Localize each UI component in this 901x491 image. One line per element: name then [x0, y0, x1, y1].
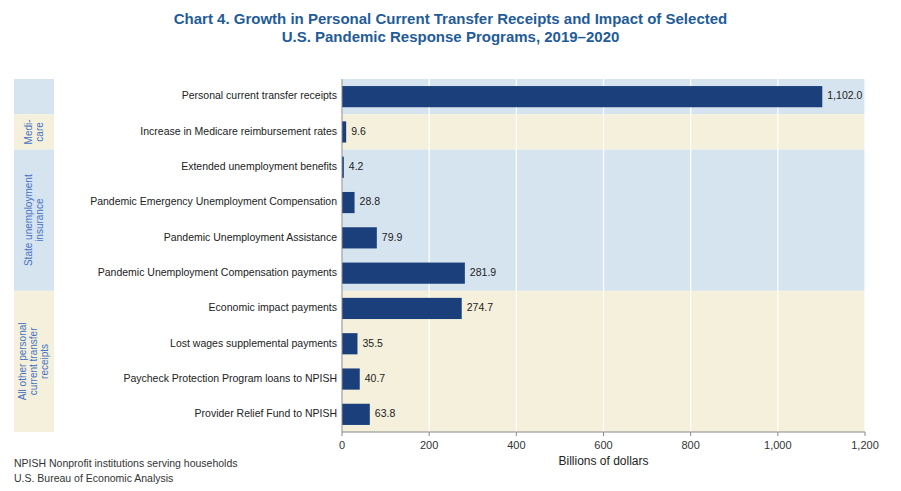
section-label: State unemploymentinsurance — [22, 174, 44, 266]
tick-mark — [342, 432, 343, 436]
category-label: Economic impact payments — [209, 301, 337, 313]
data-label: 79.9 — [382, 231, 403, 243]
bar — [342, 192, 355, 213]
bar — [342, 227, 377, 248]
section-label: All other personalcurrent transferreceip… — [17, 322, 50, 400]
data-label: 4.2 — [349, 160, 364, 172]
tick-label: 200 — [420, 439, 438, 451]
data-label: 35.5 — [362, 337, 383, 349]
category-label: Pandemic Unemployment Compensation payme… — [98, 266, 337, 278]
footnote: U.S. Bureau of Economic Analysis — [14, 472, 173, 484]
data-label: 40.7 — [365, 372, 386, 384]
bars — [342, 86, 822, 425]
tick-mark — [429, 432, 430, 436]
tick-label: 800 — [681, 439, 699, 451]
x-axis-line — [342, 432, 865, 433]
section-strip — [14, 114, 54, 149]
grid-line — [690, 79, 691, 432]
bar — [342, 404, 370, 425]
section-backgrounds — [14, 79, 865, 432]
category-label: Increase in Medicare reimbursement rates — [140, 125, 337, 137]
category-label: Lost wages supplemental payments — [170, 337, 337, 349]
data-label: 28.8 — [360, 195, 381, 207]
bar — [342, 333, 357, 354]
footnote: NPISH Nonprofit institutions serving hou… — [14, 457, 238, 469]
data-label: 63.8 — [375, 407, 396, 419]
category-label: Pandemic Unemployment Assistance — [164, 231, 337, 243]
tick-label: 0 — [339, 439, 345, 451]
x-axis-label: Billions of dollars — [558, 454, 648, 468]
section-strip — [14, 79, 54, 114]
bar — [342, 298, 462, 319]
chart: Chart 4. Growth in Personal Current Tran… — [0, 0, 901, 491]
tick-label: 1,000 — [764, 439, 792, 451]
tick-mark — [603, 432, 604, 436]
grid-line — [516, 79, 517, 432]
category-label: Extended unemployment benefits — [181, 160, 337, 172]
tick-mark — [865, 432, 866, 436]
bar — [342, 121, 346, 142]
zero-line — [342, 79, 343, 432]
title: Chart 4. Growth in Personal Current Tran… — [174, 10, 727, 45]
grid-line — [603, 79, 604, 432]
tick-mark — [777, 432, 778, 436]
grid-line — [777, 79, 778, 432]
section-strip — [14, 150, 54, 291]
data-label: 1,102.0 — [827, 89, 862, 101]
grid — [342, 79, 865, 432]
bar — [342, 263, 465, 284]
tick-label: 600 — [594, 439, 612, 451]
section-strip — [14, 291, 54, 432]
grid-line — [429, 79, 430, 432]
category-label: Personal current transfer receipts — [182, 89, 337, 101]
category-label: Pandemic Emergency Unemployment Compensa… — [90, 195, 337, 207]
section-label: Medi-care — [22, 119, 44, 144]
tick-label: 1,200 — [851, 439, 879, 451]
grid-line — [341, 79, 342, 432]
tick-label: 400 — [507, 439, 525, 451]
tick-mark — [516, 432, 517, 436]
data-label: 274.7 — [467, 301, 493, 313]
bar — [342, 368, 360, 389]
category-label: Provider Relief Fund to NPISH — [195, 407, 337, 419]
bar — [342, 86, 822, 107]
tick-mark — [690, 432, 691, 436]
grid-line — [864, 79, 865, 432]
data-label: 9.6 — [351, 125, 366, 137]
category-label: Paycheck Protection Program loans to NPI… — [123, 372, 337, 384]
data-label: 281.9 — [470, 266, 496, 278]
x-axis: 0 200 400 600 800 1,000 1,200 — [339, 432, 879, 451]
